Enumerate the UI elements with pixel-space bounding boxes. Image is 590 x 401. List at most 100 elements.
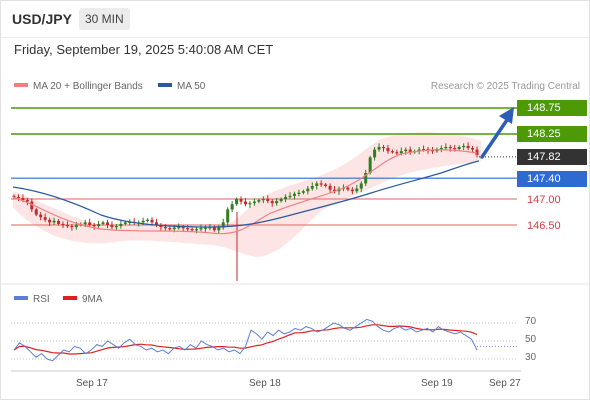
ma20-line	[12, 149, 478, 235]
level-label-148-75: 148.75	[517, 100, 587, 116]
timeframe-button[interactable]: 30 MIN	[79, 8, 130, 30]
candle-down	[346, 187, 350, 190]
legend-rsi: RSI	[14, 294, 50, 305]
candle-down	[319, 183, 323, 185]
candle-down	[43, 217, 47, 220]
candle-up	[355, 188, 359, 192]
candle-up	[439, 148, 443, 150]
level-label-147-40: 147.40	[517, 171, 587, 187]
rsi-tick-70: 70	[525, 316, 537, 327]
candle-up	[123, 222, 127, 224]
candle-up	[364, 173, 368, 184]
candle-down	[408, 149, 412, 153]
ma50-label: MA 50	[177, 81, 206, 92]
candle-down	[70, 226, 74, 228]
candle-down	[453, 148, 457, 150]
candle-up	[462, 145, 466, 148]
candle-up	[230, 204, 234, 210]
candle-down	[333, 189, 337, 192]
candle-up	[359, 183, 363, 189]
candle-down	[61, 223, 65, 226]
candle-down	[212, 227, 216, 231]
candle-down	[110, 225, 114, 228]
candle-down	[395, 152, 399, 154]
candle-down	[328, 186, 332, 190]
bollinger-band-area	[13, 132, 481, 257]
candle-up	[417, 149, 421, 152]
ma50-swatch	[158, 83, 172, 88]
forecast-arrow-head	[499, 107, 514, 124]
candle-up	[377, 147, 381, 150]
legend-9ma: 9MA	[63, 294, 103, 305]
candle-up	[315, 183, 319, 186]
candle-down	[266, 199, 270, 202]
candle-down	[65, 225, 69, 227]
candle-down	[186, 228, 190, 230]
header: USD/JPY 30 MIN	[1, 1, 589, 37]
candle-down	[159, 225, 163, 228]
candle-up	[101, 222, 105, 224]
candle-up	[221, 222, 225, 228]
candle-up	[422, 149, 426, 151]
ma9-label: 9MA	[82, 294, 103, 305]
rsi-label: RSI	[33, 294, 50, 305]
candle-down	[430, 150, 434, 152]
candle-down	[92, 225, 96, 227]
ma9-swatch	[63, 296, 77, 301]
candle-up	[288, 195, 292, 198]
rsi-9ma-line	[13, 324, 478, 355]
ma20-label: MA 20 + Bollinger Bands	[33, 81, 143, 92]
x-tick-sep18: Sep 18	[249, 378, 281, 389]
candle-up	[141, 220, 145, 223]
rsi-swatch	[14, 296, 28, 301]
candle-up	[203, 227, 207, 229]
ma50-line	[12, 160, 480, 228]
candle-up	[74, 225, 78, 228]
candle-up	[226, 209, 230, 223]
candle-up	[368, 157, 372, 173]
level-label-147-00: 147.00	[527, 194, 561, 206]
candle-up	[444, 147, 448, 149]
candle-down	[181, 227, 185, 229]
candle-down	[30, 201, 34, 210]
candle-down	[244, 201, 247, 205]
candle-down	[16, 196, 20, 199]
candle-up	[128, 221, 132, 224]
credit-text: Research © 2025 Trading Central	[430, 81, 580, 92]
candle-down	[12, 195, 16, 198]
candle-down	[390, 151, 394, 153]
candle-down	[350, 189, 354, 192]
level-label-146-50: 146.50	[527, 220, 561, 232]
candle-down	[34, 209, 38, 215]
candle-up	[235, 199, 239, 205]
candle-up	[284, 196, 288, 199]
candle-up	[457, 147, 461, 150]
divider	[1, 37, 589, 38]
candle-up	[257, 200, 261, 202]
candle-down	[324, 184, 328, 186]
legend-ma20: MA 20 + Bollinger Bands	[14, 81, 143, 92]
candle-up	[52, 220, 56, 223]
candle-down	[39, 214, 43, 218]
candle-down	[270, 201, 274, 204]
candle-up	[97, 223, 101, 227]
candle-up	[146, 219, 150, 221]
candle-up	[195, 229, 199, 231]
candle-up	[275, 201, 279, 204]
rsi-tick-50: 50	[525, 334, 537, 345]
symbol-title: USD/JPY	[12, 11, 72, 27]
level-label-148-25: 148.25	[517, 126, 587, 142]
candle-down	[382, 147, 386, 149]
candle-up	[373, 149, 377, 158]
candle-down	[88, 222, 92, 225]
candle-down	[154, 222, 158, 225]
candle-down	[25, 200, 29, 202]
legend-ma50: MA 50	[158, 81, 205, 92]
candle-down	[21, 197, 25, 201]
candle-down	[448, 147, 452, 149]
candle-up	[297, 192, 301, 194]
rsi-tick-30: 30	[525, 352, 537, 363]
rsi-line	[13, 318, 478, 362]
level-label-147-82: 147.82	[517, 149, 587, 165]
